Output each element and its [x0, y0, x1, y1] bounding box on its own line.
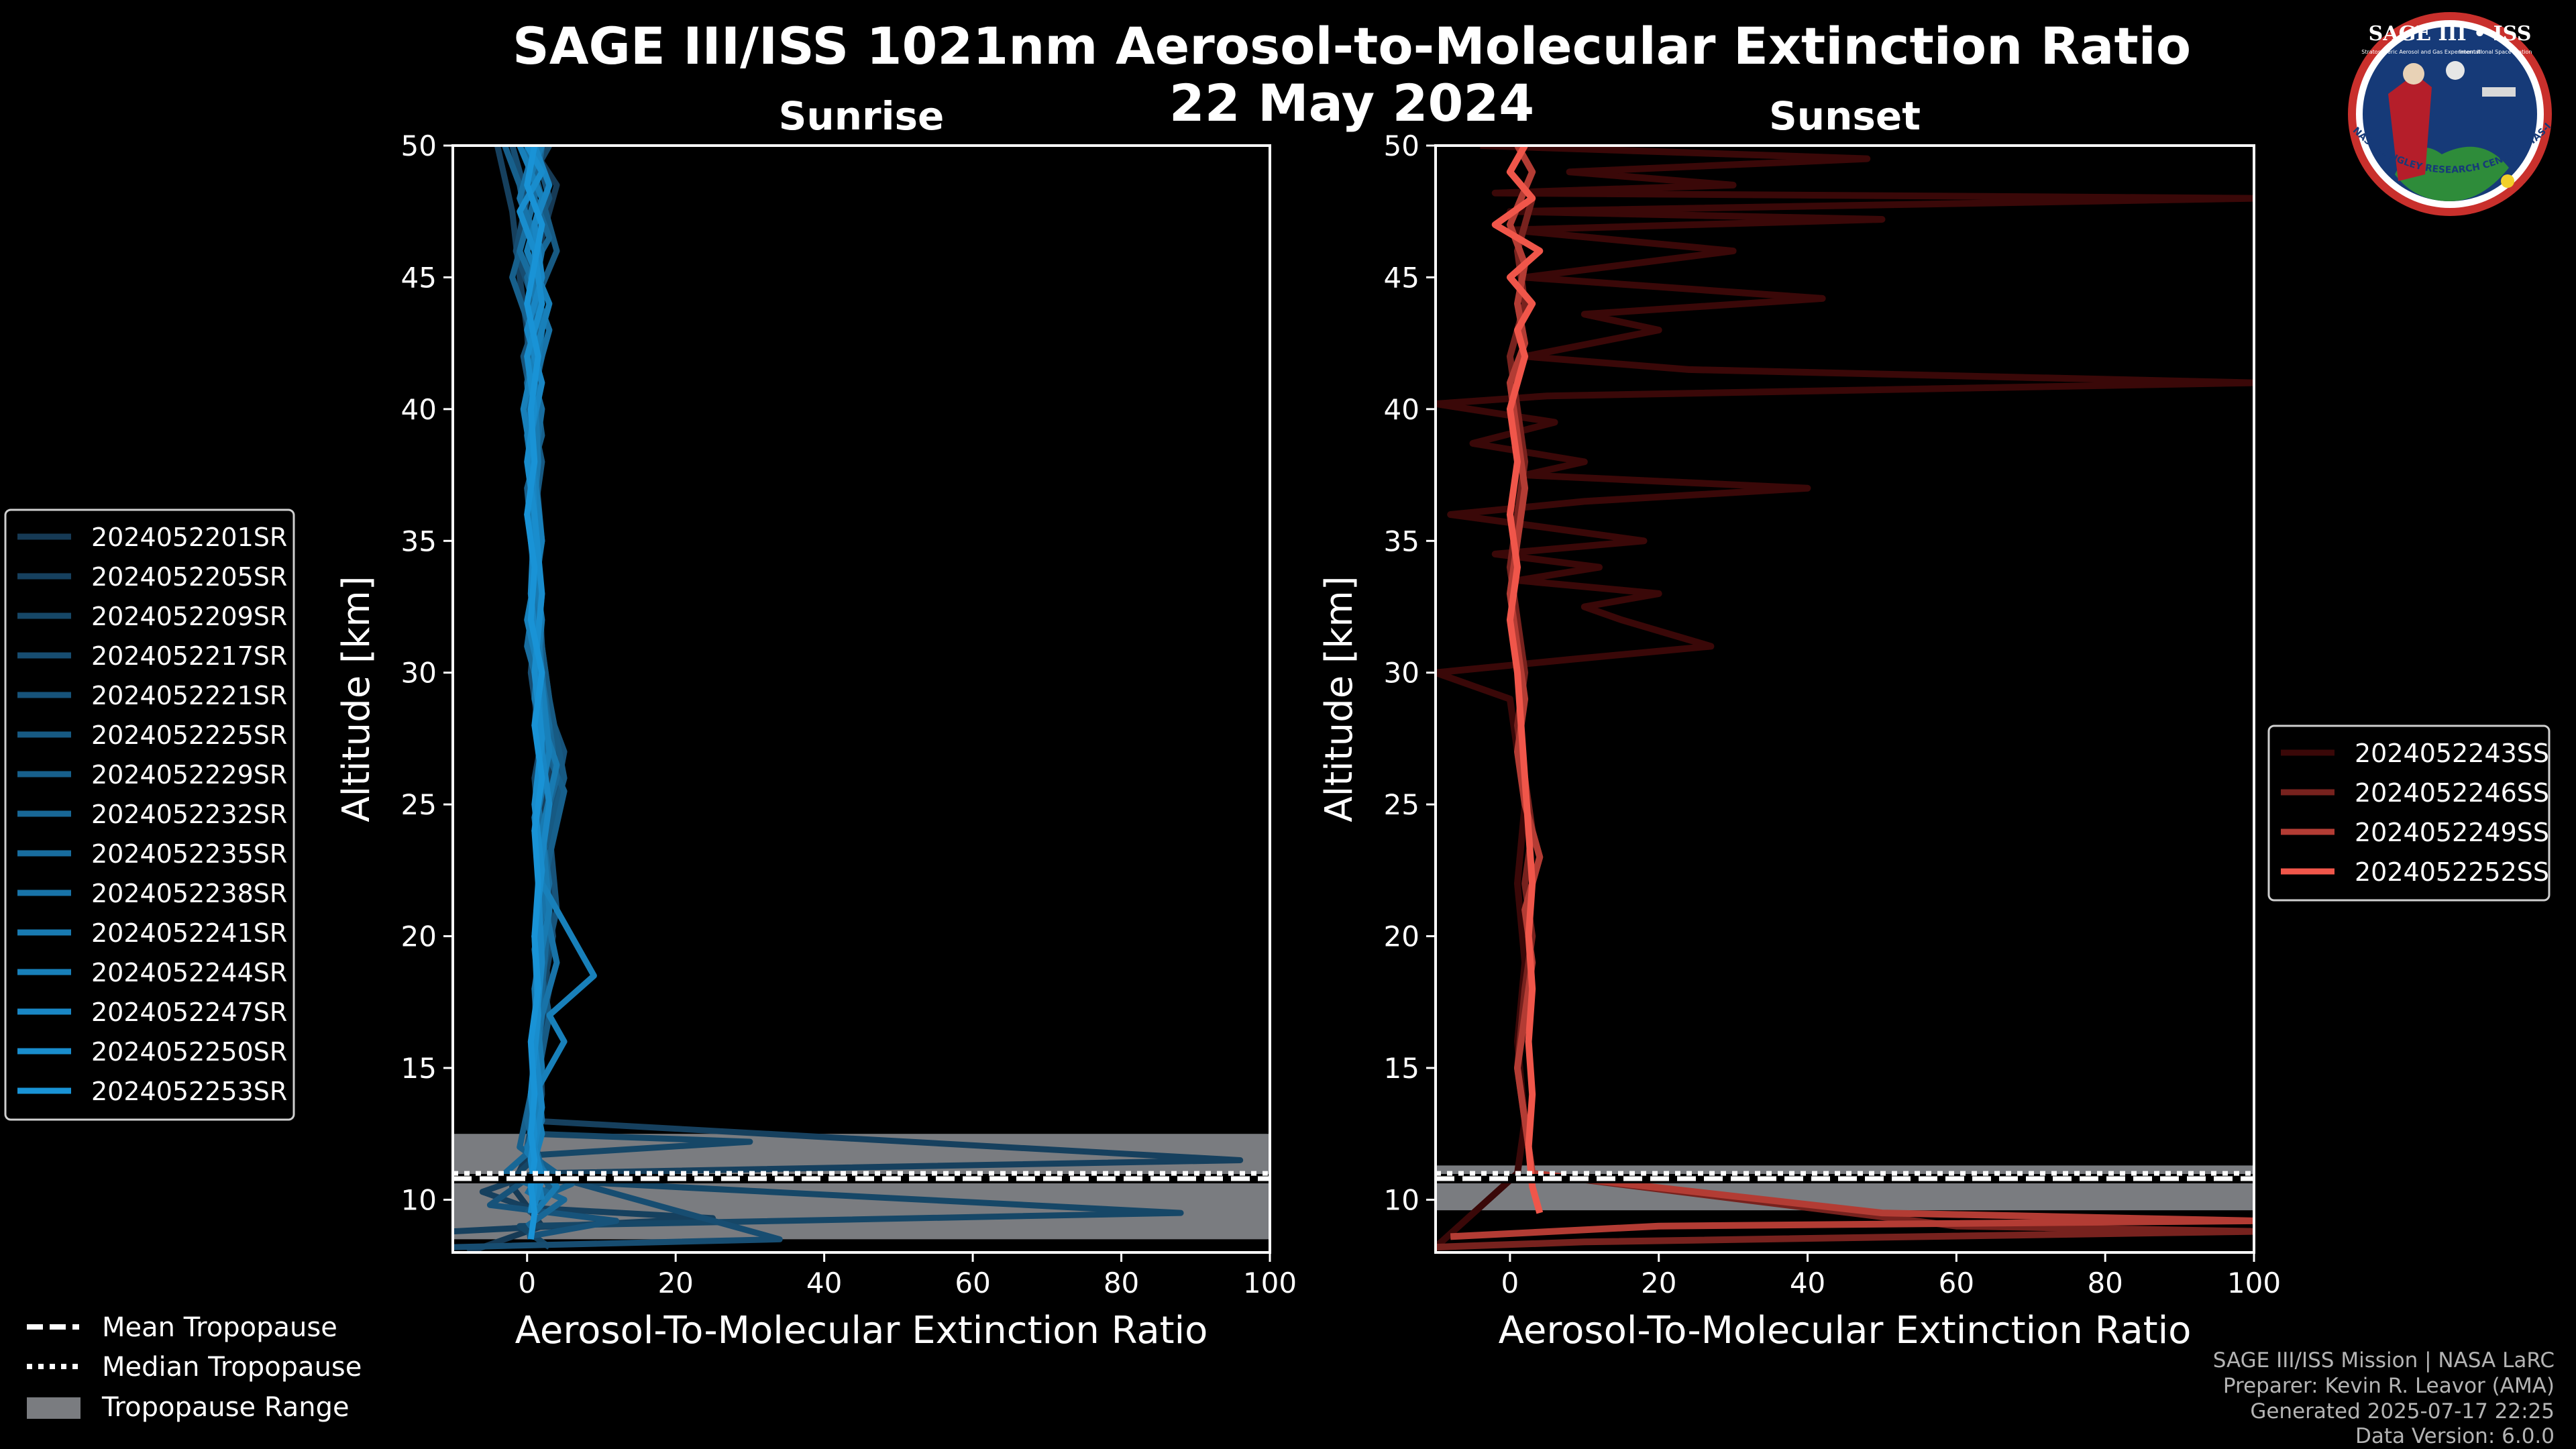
legend-label-2024052238SR: 2024052238SR	[91, 879, 287, 908]
sunrise-y-tick-label-10: 10	[401, 1183, 437, 1216]
sunrise-y-tick-label-40: 40	[401, 393, 437, 426]
sunrise-y-tick-label-20: 20	[401, 920, 437, 953]
sunrise-x-axis-label: Aerosol-To-Molecular Extinction Ratio	[515, 1309, 1208, 1352]
legend-label-2024052249SS: 2024052249SS	[2355, 818, 2549, 847]
legend-label-2024052225SR: 2024052225SR	[91, 720, 287, 750]
series-line-2024052243SS	[1436, 146, 2254, 1250]
legend-label-2024052247SR: 2024052247SR	[91, 998, 287, 1027]
footer-generated: Generated 2025-07-17 22:25	[2250, 1399, 2555, 1424]
wizard-icon	[2388, 74, 2432, 181]
sunset-panel-title: Sunset	[1769, 93, 1921, 139]
sunset-series-group	[1436, 146, 2254, 1251]
sunset-y-tick-label-10: 10	[1384, 1183, 1419, 1216]
series-line-2024052247SR	[524, 146, 553, 1206]
moon-icon	[2446, 61, 2465, 80]
sunset-y-tick-label-30: 30	[1384, 657, 1419, 690]
sunrise-y-tick-label-45: 45	[401, 261, 437, 294]
sunset-y-tick-label-25: 25	[1384, 788, 1419, 821]
series-line-2024052253SR	[524, 146, 545, 1240]
sunrise-legend: 2024052201SR 2024052205SR 2024052209SR 2024…	[4, 508, 295, 1121]
sunrise-y-tick-label-15: 15	[401, 1052, 437, 1085]
sunrise-x-tick-label-40: 40	[806, 1267, 842, 1299]
legend-label-2024052252SS: 2024052252SS	[2355, 857, 2549, 887]
sunset-y-tick-label-15: 15	[1384, 1052, 1419, 1085]
footer-mission: SAGE III/ISS Mission | NASA LaRC	[2213, 1348, 2555, 1373]
sunrise-x-tick-label-0: 0	[518, 1267, 536, 1299]
footer-preparer: Preparer: Kevin R. Leavor (AMA)	[2223, 1374, 2555, 1398]
logo-subtitle-2: International Space Station	[2459, 49, 2532, 55]
figure-date: 22 May 2024	[1169, 73, 1534, 133]
sunrise-legend-box	[4, 508, 295, 1121]
sunrise-plot-area	[453, 146, 1270, 1252]
sunset-y-tick-label-20: 20	[1384, 920, 1419, 953]
legend-label-2024052243SS: 2024052243SS	[2355, 739, 2549, 768]
legend-label-2024052250SR: 2024052250SR	[91, 1037, 287, 1067]
sunset-tropopause-range	[1436, 1165, 2254, 1211]
sunrise-x-tick-label-20: 20	[657, 1267, 693, 1299]
legend-label-2024052221SR: 2024052221SR	[91, 681, 287, 710]
sunrise-y-tick-label-50: 50	[401, 129, 437, 162]
logo-title: SAGE III • ISS	[2369, 22, 2532, 46]
wizard-face-icon	[2403, 63, 2424, 85]
sunrise-y-tick-label-30: 30	[401, 657, 437, 690]
sunset-y-tick-label-40: 40	[1384, 393, 1419, 426]
legend-label-2024052205SR: 2024052205SR	[91, 562, 287, 592]
sunrise-y-axis-label: Altitude [km]	[335, 576, 378, 822]
sunrise-x-tick-label-60: 60	[955, 1267, 990, 1299]
legend-label-2024052253SR: 2024052253SR	[91, 1077, 287, 1106]
legend-label-2024052217SR: 2024052217SR	[91, 641, 287, 671]
legend-label-2024052229SR: 2024052229SR	[91, 760, 287, 790]
sunset-x-tick-label-0: 0	[1501, 1267, 1519, 1299]
sunset-plot-area	[1436, 146, 2254, 1252]
footer-data-version: Data Version: 6.0.0	[2355, 1424, 2555, 1448]
space-station-icon	[2482, 87, 2516, 97]
median-tropopause-label: Median Tropopause	[102, 1352, 362, 1383]
logo-subtitle: Stratospheric Aerosol and Gas Experiment…	[2361, 49, 2481, 55]
sunset-legend: 2024052243SS 2024052246SS 2024052249SS 2024…	[2267, 724, 2551, 902]
legend-label-2024052241SR: 2024052241SR	[91, 918, 287, 948]
sunrise-axes-frame	[451, 144, 1271, 1254]
sunset-x-tick-label-20: 20	[1641, 1267, 1676, 1299]
sunset-y-tick-label-50: 50	[1384, 129, 1419, 162]
legend-label-2024052244SR: 2024052244SR	[91, 958, 287, 987]
tropopause-range-label: Tropopause Range	[101, 1392, 350, 1423]
sunset-x-tick-label-60: 60	[1939, 1267, 1974, 1299]
tropopause-range-swatch	[27, 1397, 80, 1419]
sunset-x-axis-label: Aerosol-To-Molecular Extinction Ratio	[1499, 1309, 2192, 1352]
sunset-x-tick-label-40: 40	[1790, 1267, 1825, 1299]
figure-title: SAGE III/ISS 1021nm Aerosol-to-Molecular…	[513, 16, 2191, 76]
sunrise-y-tick-label-25: 25	[401, 788, 437, 821]
sunset-y-tick-label-35: 35	[1384, 525, 1419, 557]
sunrise-x-tick-label-100: 100	[1243, 1267, 1297, 1299]
sunset-legend-box	[2267, 724, 2551, 902]
sunset-y-tick-label-45: 45	[1384, 261, 1419, 294]
sunset-axes-frame	[1434, 144, 2255, 1254]
series-line-2024052252SS	[1491, 146, 1544, 1214]
sunrise-x-tick-label-80: 80	[1104, 1267, 1139, 1299]
legend-label-2024052232SR: 2024052232SR	[91, 800, 287, 829]
sunrise-series-group	[453, 146, 1244, 1252]
sunrise-panel-title: Sunrise	[779, 93, 945, 139]
sunrise-y-tick-label-35: 35	[401, 525, 437, 557]
mean-tropopause-label: Mean Tropopause	[102, 1312, 337, 1343]
legend-label-2024052235SR: 2024052235SR	[91, 839, 287, 869]
tropopause-legend: Mean Tropopause Median Tropopause Tropop…	[27, 1312, 362, 1423]
footer: SAGE III/ISS Mission | NASA LaRC Prepare…	[2213, 1348, 2555, 1448]
legend-label-2024052246SS: 2024052246SS	[2355, 778, 2549, 808]
legend-label-2024052209SR: 2024052209SR	[91, 602, 287, 631]
sun-icon	[2501, 174, 2514, 188]
sunrise-panel: 0 20 40 60 80 100 10 15 20 25 30 35 40 45 50 Sunrise Aer…	[335, 93, 1297, 1352]
sunset-x-tick-label-100: 100	[2227, 1267, 2281, 1299]
sunset-y-axis-label: Altitude [km]	[1318, 576, 1361, 822]
sunset-panel: 0 20 40 60 80 100 10 15 20 25 30 35 40 45 50 Sunset Aero…	[1318, 93, 2281, 1352]
legend-label-2024052201SR: 2024052201SR	[91, 523, 287, 552]
sunset-x-tick-label-80: 80	[2087, 1267, 2123, 1299]
